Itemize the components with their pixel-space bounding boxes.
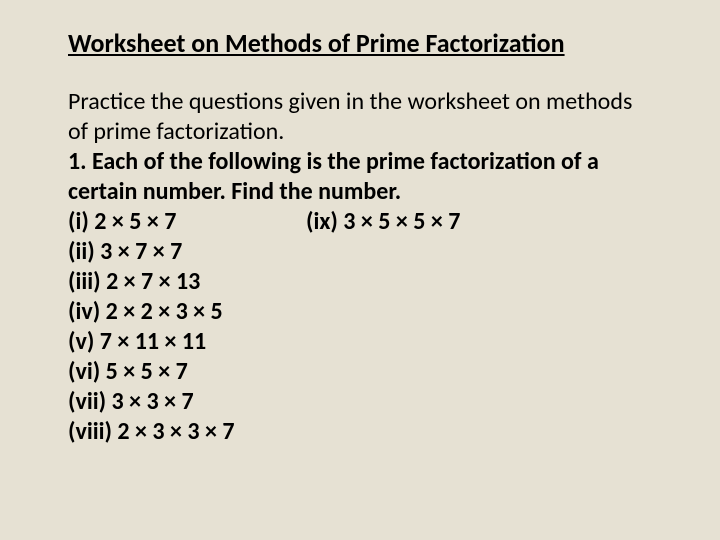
question-row-1: (i) 2 × 5 × 7 (ix) 3 × 5 × 5 × 7: [68, 207, 652, 237]
item-v: (v) 7 × 11 × 11: [68, 327, 652, 357]
item-iii: (iii) 2 × 7 × 13: [68, 267, 652, 297]
item-ii: (ii) 3 × 7 × 7: [68, 237, 652, 267]
worksheet-title: Worksheet on Methods of Prime Factorizat…: [68, 28, 652, 59]
item-ix: (ix) 3 × 5 × 5 × 7: [306, 207, 460, 237]
slide: Worksheet on Methods of Prime Factorizat…: [0, 0, 720, 447]
item-viii: (viii) 2 × 3 × 3 × 7: [68, 417, 652, 447]
item-vii: (vii) 3 × 3 × 7: [68, 387, 652, 417]
question-1-stem: 1. Each of the following is the prime fa…: [68, 147, 652, 207]
intro-text: Practice the questions given in the work…: [68, 87, 652, 147]
worksheet-body: Practice the questions given in the work…: [68, 87, 652, 447]
item-vi: (vi) 5 × 5 × 7: [68, 357, 652, 387]
item-i: (i) 2 × 5 × 7: [68, 207, 306, 237]
item-iv: (iv) 2 × 2 × 3 × 5: [68, 297, 652, 327]
